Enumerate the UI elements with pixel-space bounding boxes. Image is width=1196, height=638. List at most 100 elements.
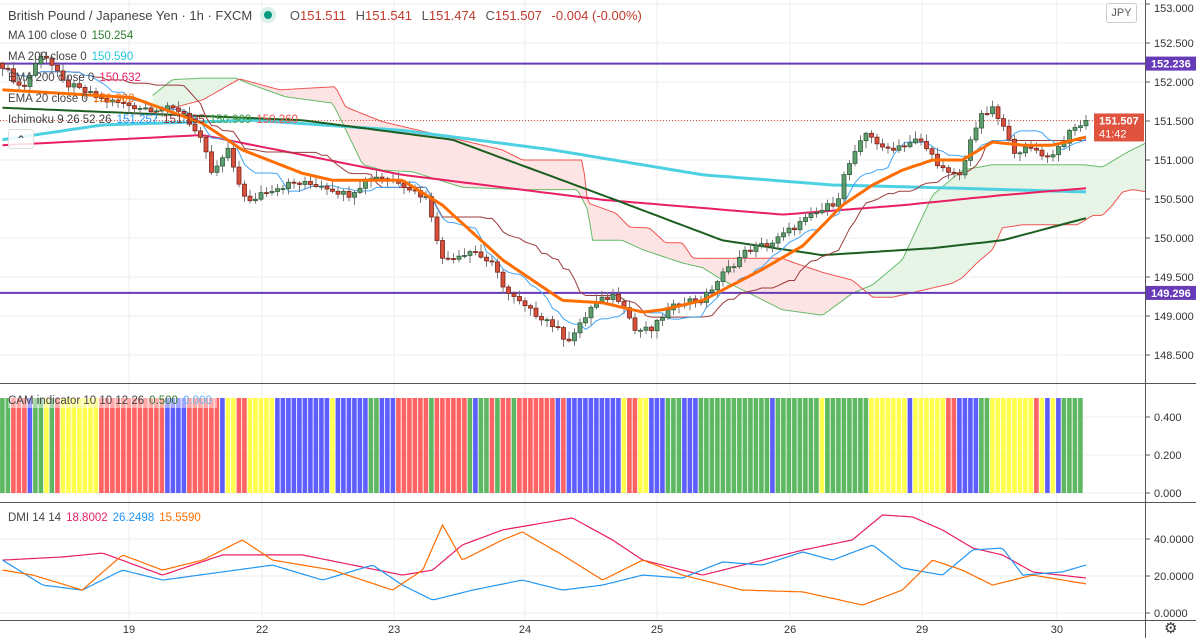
- candle[interactable]: [209, 145, 214, 175]
- legend-cam[interactable]: CAM indicator 10 10 12 26 0.500 0.000: [8, 394, 217, 408]
- candle[interactable]: [22, 79, 27, 91]
- candle[interactable]: [49, 56, 55, 73]
- candle[interactable]: [742, 245, 748, 263]
- candle[interactable]: [654, 318, 660, 339]
- candle[interactable]: [825, 199, 830, 216]
- candle[interactable]: [291, 178, 297, 189]
- candle[interactable]: [847, 159, 852, 181]
- candle[interactable]: [885, 143, 891, 154]
- candle[interactable]: [330, 181, 335, 194]
- candle[interactable]: [913, 131, 918, 145]
- legend-ma200[interactable]: MA 200 close 0 150.590: [8, 50, 138, 64]
- candle[interactable]: [973, 121, 979, 143]
- candle[interactable]: [902, 141, 907, 152]
- candle[interactable]: [203, 134, 209, 159]
- candle[interactable]: [280, 184, 286, 195]
- candle[interactable]: [1056, 143, 1061, 162]
- candle[interactable]: [836, 192, 841, 210]
- candle[interactable]: [539, 312, 544, 326]
- candle[interactable]: [550, 315, 555, 333]
- candle[interactable]: [484, 253, 489, 267]
- candle[interactable]: [605, 291, 610, 304]
- candle[interactable]: [660, 313, 665, 326]
- candle[interactable]: [522, 297, 528, 312]
- candle[interactable]: [907, 135, 913, 149]
- candle[interactable]: [940, 160, 946, 172]
- candle[interactable]: [517, 290, 522, 305]
- candle[interactable]: [726, 259, 731, 275]
- candle[interactable]: [99, 92, 104, 103]
- candle[interactable]: [814, 207, 819, 218]
- candle[interactable]: [132, 102, 137, 115]
- candle[interactable]: [434, 211, 440, 245]
- candle[interactable]: [874, 133, 880, 150]
- candle[interactable]: [445, 251, 451, 261]
- candle[interactable]: [335, 186, 341, 199]
- candle[interactable]: [786, 222, 792, 237]
- candle[interactable]: [731, 263, 737, 273]
- legend-dmi[interactable]: DMI 14 14 18.8002 26.2498 15.5590: [8, 511, 206, 525]
- candle[interactable]: [71, 80, 77, 94]
- legend-ema200[interactable]: EMA 200 close 0 150.632: [8, 71, 146, 85]
- candle[interactable]: [533, 301, 539, 320]
- candle[interactable]: [489, 255, 495, 267]
- candle[interactable]: [764, 239, 770, 252]
- cam-pane[interactable]: [0, 398, 1083, 493]
- candle[interactable]: [38, 51, 44, 69]
- legend-ma100[interactable]: MA 100 close 0 150.254: [8, 29, 138, 43]
- candle[interactable]: [759, 237, 764, 249]
- candle[interactable]: [863, 131, 869, 149]
- candle[interactable]: [896, 139, 902, 154]
- candle[interactable]: [643, 321, 649, 334]
- candle[interactable]: [995, 104, 1001, 126]
- candle[interactable]: [891, 141, 896, 154]
- candle[interactable]: [121, 98, 126, 109]
- candle[interactable]: [214, 160, 220, 176]
- candle[interactable]: [247, 189, 253, 204]
- price-pane[interactable]: [0, 51, 1148, 347]
- candle[interactable]: [154, 108, 159, 119]
- candle[interactable]: [253, 192, 258, 204]
- candle[interactable]: [544, 317, 550, 328]
- candle[interactable]: [258, 185, 264, 202]
- candle[interactable]: [313, 176, 319, 189]
- candle[interactable]: [858, 135, 863, 156]
- legend-ema20[interactable]: EMA 20 close 0 151.300: [8, 92, 139, 106]
- candle[interactable]: [60, 64, 66, 84]
- candle[interactable]: [269, 185, 275, 196]
- candle[interactable]: [610, 288, 616, 304]
- candle[interactable]: [319, 180, 324, 191]
- candle[interactable]: [632, 312, 638, 335]
- candle[interactable]: [616, 287, 621, 304]
- candle[interactable]: [946, 165, 951, 180]
- candle[interactable]: [577, 318, 583, 338]
- candle[interactable]: [1006, 119, 1012, 142]
- candle[interactable]: [137, 105, 143, 115]
- candle[interactable]: [473, 245, 478, 256]
- candle[interactable]: [830, 196, 836, 209]
- candle[interactable]: [495, 258, 500, 279]
- candle[interactable]: [720, 267, 726, 287]
- candle[interactable]: [242, 180, 247, 202]
- candle[interactable]: [792, 224, 797, 236]
- candle[interactable]: [341, 188, 346, 202]
- currency-button[interactable]: JPY: [1106, 3, 1137, 23]
- candle[interactable]: [66, 75, 71, 92]
- candle[interactable]: [852, 144, 858, 167]
- candle[interactable]: [500, 269, 506, 294]
- settings-gear-icon[interactable]: ⚙: [1164, 620, 1178, 637]
- candle[interactable]: [55, 61, 60, 77]
- candle[interactable]: [0, 61, 5, 77]
- candle[interactable]: [665, 302, 671, 320]
- candle[interactable]: [979, 109, 984, 134]
- candle[interactable]: [11, 61, 16, 85]
- candle[interactable]: [352, 190, 357, 205]
- candle[interactable]: [819, 202, 825, 215]
- candle[interactable]: [1045, 152, 1050, 164]
- candle[interactable]: [770, 239, 775, 253]
- candle[interactable]: [918, 133, 924, 146]
- candle[interactable]: [286, 178, 291, 195]
- candle[interactable]: [880, 138, 885, 152]
- candle[interactable]: [715, 279, 720, 298]
